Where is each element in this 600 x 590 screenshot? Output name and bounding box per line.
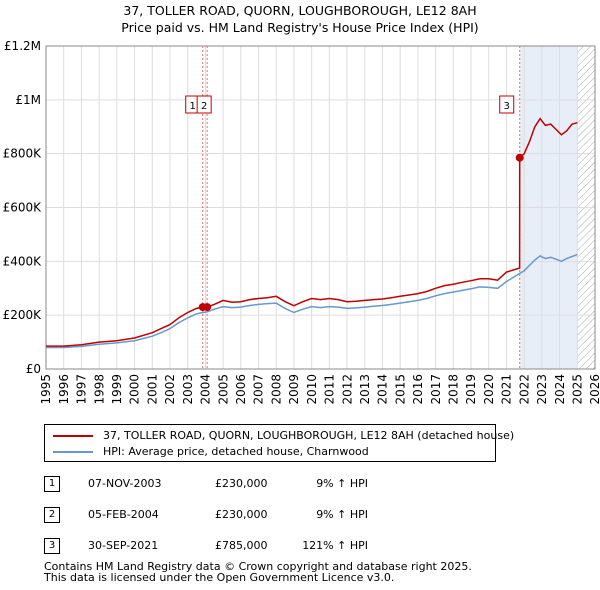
x-tick-label: 2026: [588, 374, 600, 405]
x-tick-label: 2008: [269, 374, 283, 405]
x-tick-label: 2014: [376, 374, 390, 405]
chart-subtitle: Price paid vs. HM Land Registry's House …: [121, 20, 479, 35]
x-tick-label: 2021: [500, 374, 514, 405]
sale-point: [515, 153, 524, 162]
x-tick-label: 1999: [110, 374, 124, 405]
sale-hpi-change: 9% ↑ HPI: [316, 508, 368, 521]
x-tick-label: 2007: [252, 374, 266, 405]
x-tick-label: 2023: [535, 374, 549, 405]
y-tick-label: £800K: [3, 147, 43, 161]
chart-title: 37, TOLLER ROAD, QUORN, LOUGHBOROUGH, LE…: [123, 3, 477, 18]
footer-licence: This data is licensed under the Open Gov…: [44, 571, 395, 584]
y-tick-label: £0: [26, 362, 41, 376]
sale-label-number: 3: [504, 101, 510, 112]
y-tick-label: £1M: [15, 93, 41, 107]
x-tick-label: 2004: [199, 374, 213, 405]
sale-price: £230,000: [215, 477, 268, 490]
x-tick-label: 2011: [323, 374, 337, 405]
legend-item-property: 37, TOLLER ROAD, QUORN, LOUGHBOROUGH, LE…: [53, 428, 514, 444]
y-tick-label: £600K: [3, 201, 43, 215]
x-tick-label: 2017: [429, 374, 443, 405]
x-tick-label: 2001: [145, 374, 159, 405]
x-tick-label: 2022: [517, 374, 531, 405]
x-tick-label: 2016: [411, 374, 425, 405]
sale-number-badge: 2: [44, 507, 60, 523]
x-tick-label: 2019: [464, 374, 478, 405]
x-tick-label: 2002: [163, 374, 177, 405]
sale-label-box: [196, 95, 212, 114]
x-tick-label: 2000: [128, 374, 142, 405]
sale-label-number: 2: [201, 101, 207, 112]
x-tick-label: 2006: [234, 374, 248, 405]
y-tick-label: £400K: [3, 254, 43, 268]
sale-date: 30-SEP-2021: [88, 539, 159, 552]
x-tick-label: 1998: [92, 374, 106, 405]
x-tick-label: 1995: [39, 374, 53, 405]
x-tick-label: 2003: [181, 374, 195, 405]
legend-item-hpi: HPI: Average price, detached house, Char…: [53, 444, 369, 460]
x-tick-label: 2012: [340, 374, 354, 405]
hpi-series-line: [46, 253, 578, 349]
property-series-line: [46, 117, 578, 347]
y-tick-label: £1.2M: [4, 39, 41, 53]
sale-label-box: [499, 95, 515, 114]
x-tick-label: 1997: [75, 374, 89, 405]
sale-hpi-change: 121% ↑ HPI: [302, 539, 368, 552]
price-chart: £0 £200K £400K £600K £800K £1M £1.2M 1995 1996 19…: [3, 39, 600, 405]
sale-price: £785,000: [215, 539, 268, 552]
legend-swatch-property: [53, 435, 93, 437]
sale-label-number: 1: [190, 101, 196, 112]
legend-label-property: 37, TOLLER ROAD, QUORN, LOUGHBOROUGH, LE…: [103, 429, 515, 442]
x-tick-label: 2025: [570, 374, 584, 405]
sale-hpi-change: 9% ↑ HPI: [316, 477, 368, 490]
x-tick-label: 2024: [553, 374, 567, 405]
x-tick-label: 2018: [447, 374, 461, 405]
sale-price: £230,000: [215, 508, 268, 521]
x-tick-label: 1996: [57, 374, 71, 405]
sale-number-badge: 1: [44, 476, 60, 492]
x-tick-label: 2009: [287, 374, 301, 405]
footer-copyright: Contains HM Land Registry data © Crown c…: [44, 560, 472, 573]
sale-date: 07-NOV-2003: [88, 477, 162, 490]
x-tick-label: 2013: [358, 374, 372, 405]
sale-number-badge: 3: [44, 538, 60, 554]
x-tick-label: 2015: [393, 374, 407, 405]
legend-swatch-hpi: [53, 451, 93, 453]
y-tick-label: £200K: [3, 308, 43, 322]
legend: 37, TOLLER ROAD, QUORN, LOUGHBOROUGH, LE…: [44, 424, 514, 462]
x-tick-label: 2005: [216, 374, 230, 405]
legend-label-hpi: HPI: Average price, detached house, Char…: [103, 445, 369, 458]
x-tick-label: 2010: [305, 374, 319, 405]
sale-point: [203, 303, 212, 312]
sale-date: 05-FEB-2004: [88, 508, 159, 521]
x-tick-label: 2020: [482, 374, 496, 405]
plot-border: [45, 45, 596, 370]
